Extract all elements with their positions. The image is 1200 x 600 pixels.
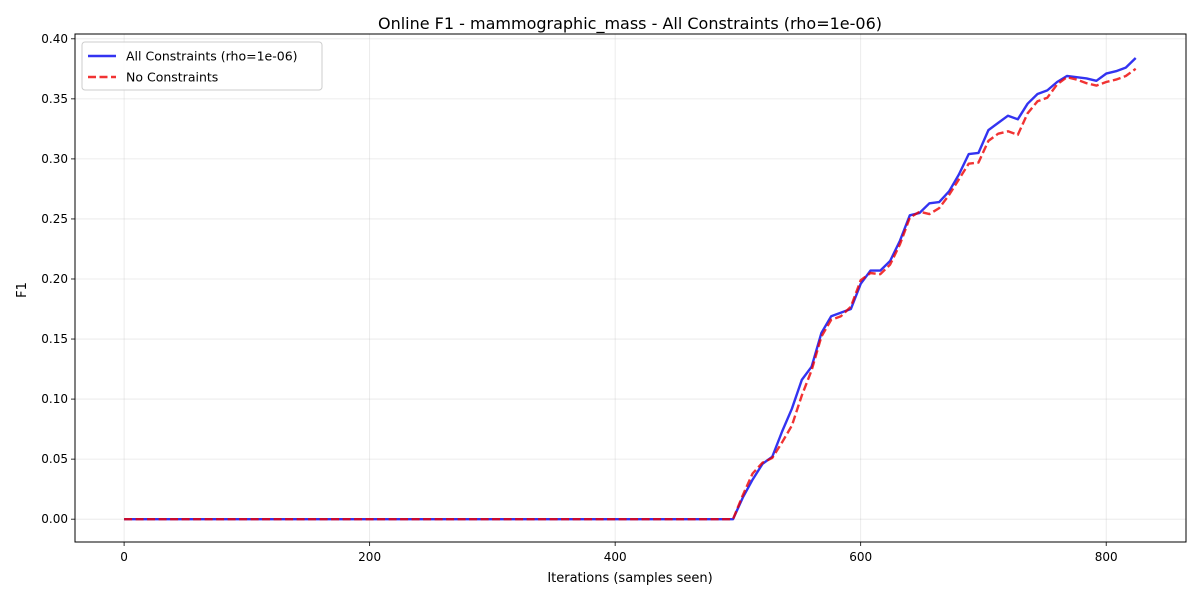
x-tick-label: 0 [120,550,128,564]
y-tick-label: 0.20 [41,272,68,286]
plot-frame [74,33,1187,543]
grid-lines [75,34,1186,542]
y-axis-label: F1 [15,282,30,298]
x-tick-label: 200 [358,550,381,564]
y-tick-label: 0.00 [41,512,68,526]
series-lines [124,57,1137,521]
chart-title: Online F1 - mammographic_mass - All Cons… [378,14,882,34]
y-tick-label: 0.15 [41,332,68,346]
x-tick-label: 800 [1095,550,1118,564]
y-tick-label: 0.25 [41,212,68,226]
legend-box [81,41,323,91]
y-tick-label: 0.40 [41,32,68,46]
series-line-all-constraints [124,57,1137,521]
y-tick-label: 0.35 [41,92,68,106]
x-tick-label: 400 [604,550,627,564]
x-axis-label: Iterations (samples seen) [547,571,712,586]
y-tick-label: 0.05 [41,452,68,466]
series-line-no-constraints [124,67,1137,521]
legend-label: All Constraints (rho=1e-06) [126,49,298,64]
axis-ticks: 0 200 400 600 800 0.00 0.05 0.10 0.15 0.20 0.25 0.3… [41,32,1117,564]
legend-label: No Constraints [126,70,218,85]
y-tick-label: 0.10 [41,392,68,406]
x-tick-label: 600 [849,550,872,564]
y-tick-label: 0.30 [41,152,68,166]
legend: All Constraints (rho=1e-06) No Constraint… [81,41,323,91]
